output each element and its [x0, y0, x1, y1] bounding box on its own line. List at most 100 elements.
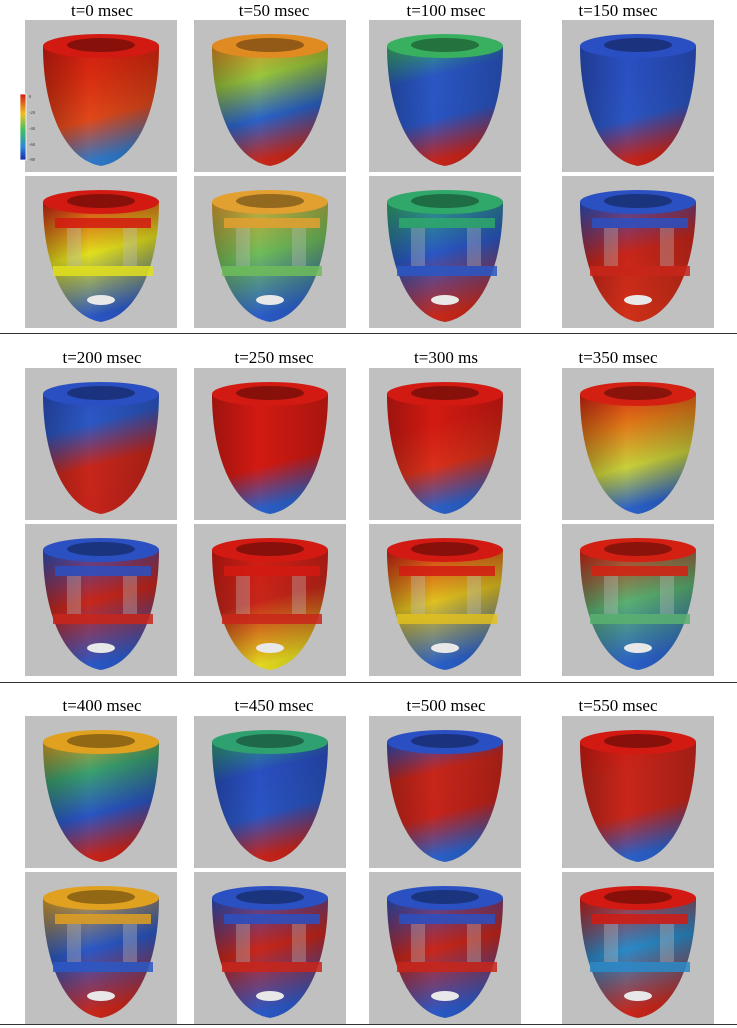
cut-plane-middle [590, 614, 690, 624]
heart-cutaway [387, 538, 503, 670]
heart-surface-panel [25, 368, 177, 520]
heart-rim [212, 730, 328, 754]
time-label: t=100 msec [406, 1, 486, 20]
colorbar-tick: -80 [29, 157, 36, 162]
cut-plane-middle [590, 266, 690, 276]
cut-apex-hole [624, 643, 652, 653]
cut-window-left [604, 924, 618, 962]
cut-plane-middle [222, 614, 322, 624]
heart-surface [580, 34, 696, 166]
heart-cutaway-panel [369, 176, 521, 328]
heart-cutaway [387, 886, 503, 1018]
heart-rim [387, 34, 503, 58]
cut-plane-middle [222, 962, 322, 972]
heart-cavity [411, 386, 479, 400]
heart-rim [580, 886, 696, 910]
section-divider [0, 1024, 737, 1025]
cut-plane-upper [399, 218, 495, 228]
cut-window-left [411, 576, 425, 614]
heart-surface [212, 730, 328, 862]
colorbar-tick: -40 [29, 126, 36, 131]
heart-rim [212, 886, 328, 910]
heart-cutaway [580, 190, 696, 322]
cut-plane-upper [224, 218, 320, 228]
heart-rim [580, 730, 696, 754]
cut-window-left [67, 924, 81, 962]
heart-cutaway-panel [194, 872, 346, 1024]
cut-window-right [660, 228, 674, 266]
section-divider [0, 682, 737, 683]
heart-surface [580, 730, 696, 862]
heart-cutaway [43, 190, 159, 322]
heart-cavity [604, 38, 672, 52]
colorbar: 0 -20 -40 -60 -80 [19, 93, 36, 162]
heart-rim [580, 34, 696, 58]
cut-plane-middle [222, 266, 322, 276]
colorbar-tick: -20 [29, 110, 36, 115]
cut-window-right [292, 228, 306, 266]
heart-surface [580, 382, 696, 514]
cut-window-left [67, 576, 81, 614]
cut-plane-upper [399, 914, 495, 924]
cut-window-right [660, 924, 674, 962]
heart-surface-panel [369, 716, 521, 868]
heart-rim [43, 730, 159, 754]
heart-cutaway [43, 886, 159, 1018]
heart-cavity [411, 194, 479, 208]
heart-surface-panel [194, 368, 346, 520]
time-label: t=500 msec [406, 696, 486, 715]
heart-rim [43, 34, 159, 58]
heart-cavity [236, 386, 304, 400]
heart-surface-panel [194, 716, 346, 868]
heart-cavity [236, 542, 304, 556]
heart-surface [387, 34, 503, 166]
heart-rim [212, 382, 328, 406]
heart-rim [387, 886, 503, 910]
cut-window-right [660, 576, 674, 614]
cut-plane-upper [55, 218, 151, 228]
heart-rim [212, 538, 328, 562]
heart-rim [43, 190, 159, 214]
heart-surface [43, 34, 159, 166]
heart-surface-panel [369, 20, 521, 172]
heart-cutaway [43, 538, 159, 670]
cut-window-right [123, 924, 137, 962]
heart-rim [387, 382, 503, 406]
cut-plane-middle [397, 614, 497, 624]
cut-window-right [123, 228, 137, 266]
time-label: t=350 msec [578, 348, 658, 367]
cut-apex-hole [431, 295, 459, 305]
cut-apex-hole [431, 991, 459, 1001]
heart-surface [212, 382, 328, 514]
time-label: t=150 msec [578, 1, 658, 20]
heart-cavity [67, 386, 135, 400]
heart-cutaway [580, 886, 696, 1018]
colorbar-tick: -60 [29, 142, 36, 147]
section-2: t=200 msec t=250 msec t=300 ms t=350 mse… [0, 340, 737, 680]
cut-window-left [604, 576, 618, 614]
heart-rim [43, 382, 159, 406]
heart-cavity [411, 890, 479, 904]
heart-cavity [604, 542, 672, 556]
heart-surface-panel [562, 716, 714, 868]
heart-cavity [67, 38, 135, 52]
cut-window-left [411, 228, 425, 266]
cut-window-right [123, 576, 137, 614]
heart-cavity [411, 38, 479, 52]
heart-surface [212, 34, 328, 166]
cut-plane-upper [592, 218, 688, 228]
heart-surface-panel [194, 20, 346, 172]
heart-surface-panel [25, 20, 177, 172]
cut-apex-hole [87, 295, 115, 305]
heart-rim [387, 538, 503, 562]
cut-plane-middle [590, 962, 690, 972]
heart-rim [580, 382, 696, 406]
cut-plane-upper [592, 566, 688, 576]
cut-window-left [236, 924, 250, 962]
heart-surface [387, 382, 503, 514]
heart-cavity [236, 194, 304, 208]
heart-cutaway-panel [25, 872, 177, 1024]
section-1: t=0 msec t=50 msec t=100 msec t=150 msec [0, 0, 737, 333]
heart-cavity [604, 890, 672, 904]
cut-plane-upper [224, 566, 320, 576]
